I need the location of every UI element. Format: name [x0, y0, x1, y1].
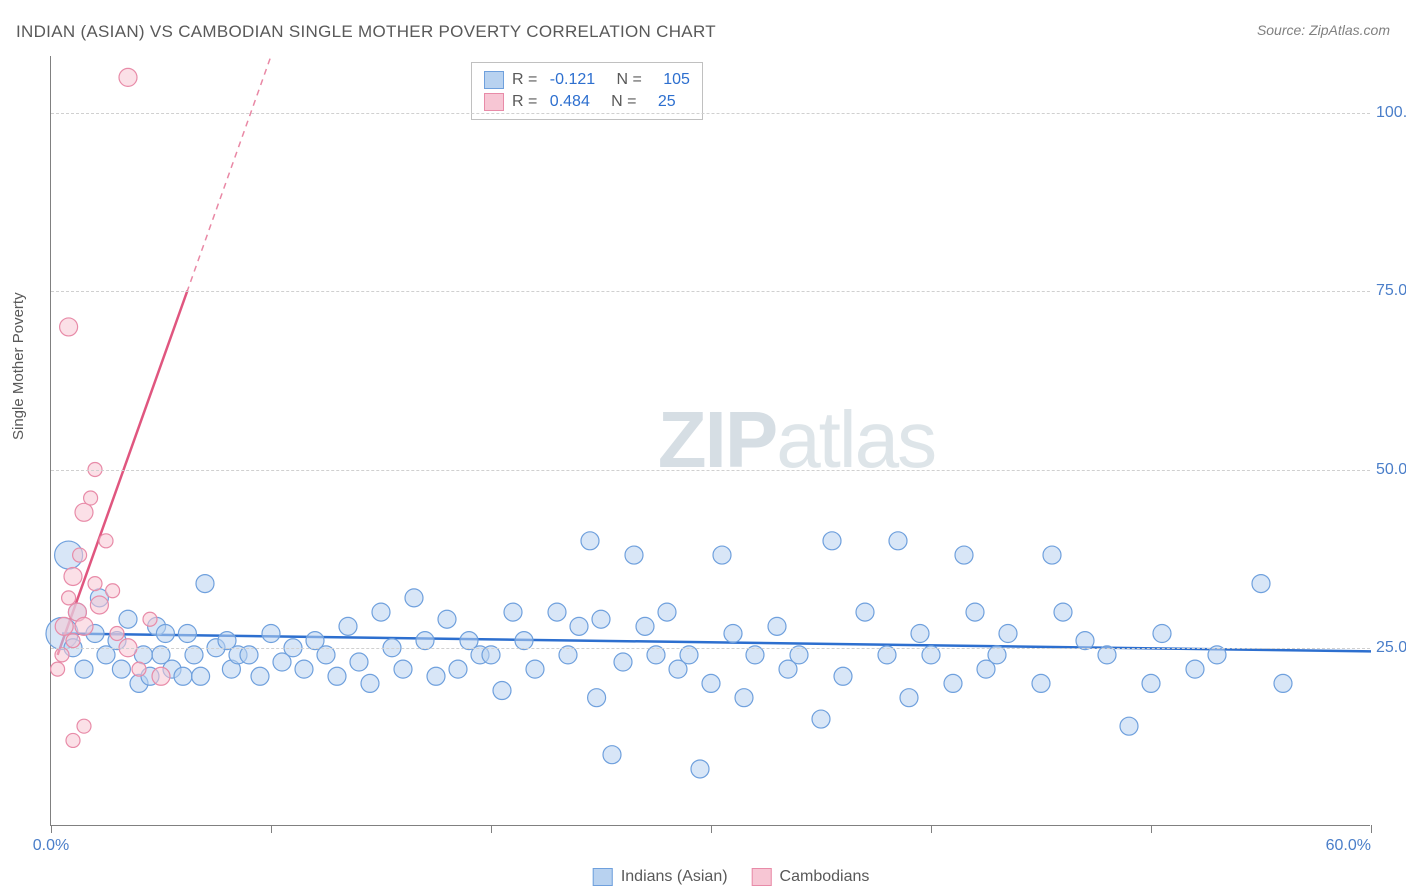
legend-label: Indians (Asian) — [621, 868, 728, 886]
legend-swatch — [484, 71, 504, 89]
legend-swatch — [593, 868, 613, 886]
y-tick-label: 25.0% — [1376, 639, 1406, 657]
legend-row: R = -0.121 N = 105 — [484, 69, 690, 91]
y-tick-label: 50.0% — [1376, 461, 1406, 479]
scatter-chart — [51, 56, 1370, 825]
x-tick — [931, 825, 932, 833]
legend-swatch — [752, 868, 772, 886]
legend-row: R = 0.484 N = 25 — [484, 91, 690, 113]
y-tick-label: 75.0% — [1376, 282, 1406, 300]
x-tick — [1151, 825, 1152, 833]
legend-item: Indians (Asian) — [593, 868, 728, 886]
legend-label: Cambodians — [780, 868, 870, 886]
gridline — [51, 470, 1370, 471]
x-tick — [271, 825, 272, 833]
x-tick-label: 60.0% — [1326, 837, 1371, 855]
legend-swatch — [484, 93, 504, 111]
gridline — [51, 113, 1370, 114]
chart-title: INDIAN (ASIAN) VS CAMBODIAN SINGLE MOTHE… — [16, 22, 716, 41]
x-tick — [491, 825, 492, 833]
x-tick — [51, 825, 52, 833]
x-tick — [711, 825, 712, 833]
x-tick-label: 0.0% — [33, 837, 69, 855]
legend-item: Cambodians — [752, 868, 870, 886]
correlation-legend: R = -0.121 N = 105R = 0.484 N = 25 — [471, 62, 703, 120]
x-tick — [1371, 825, 1372, 833]
series-legend: Indians (Asian) Cambodians — [593, 868, 870, 886]
y-tick-label: 100.0% — [1376, 104, 1406, 122]
gridline — [51, 291, 1370, 292]
plot-area: ZIPatlas R = -0.121 N = 105R = 0.484 N =… — [50, 56, 1370, 826]
gridline — [51, 648, 1370, 649]
source-label: Source: ZipAtlas.com — [1257, 22, 1390, 38]
y-axis-label: Single Mother Poverty — [10, 292, 27, 440]
